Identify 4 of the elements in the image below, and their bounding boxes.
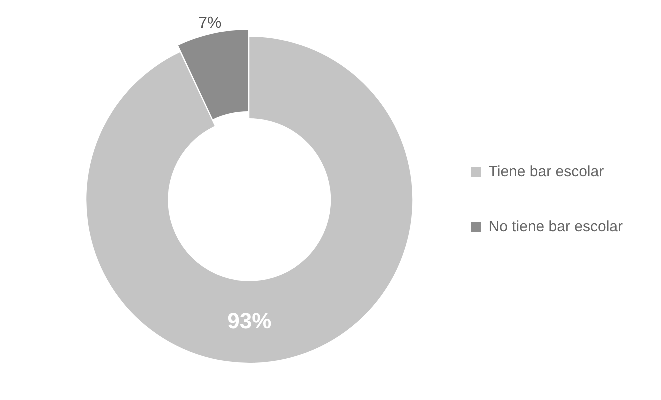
legend-label: No tiene bar escolar [488,218,624,236]
data-label: 7% [198,14,222,32]
data-label: 93% [228,308,272,334]
legend-label: Tiene bar escolar [488,164,604,181]
